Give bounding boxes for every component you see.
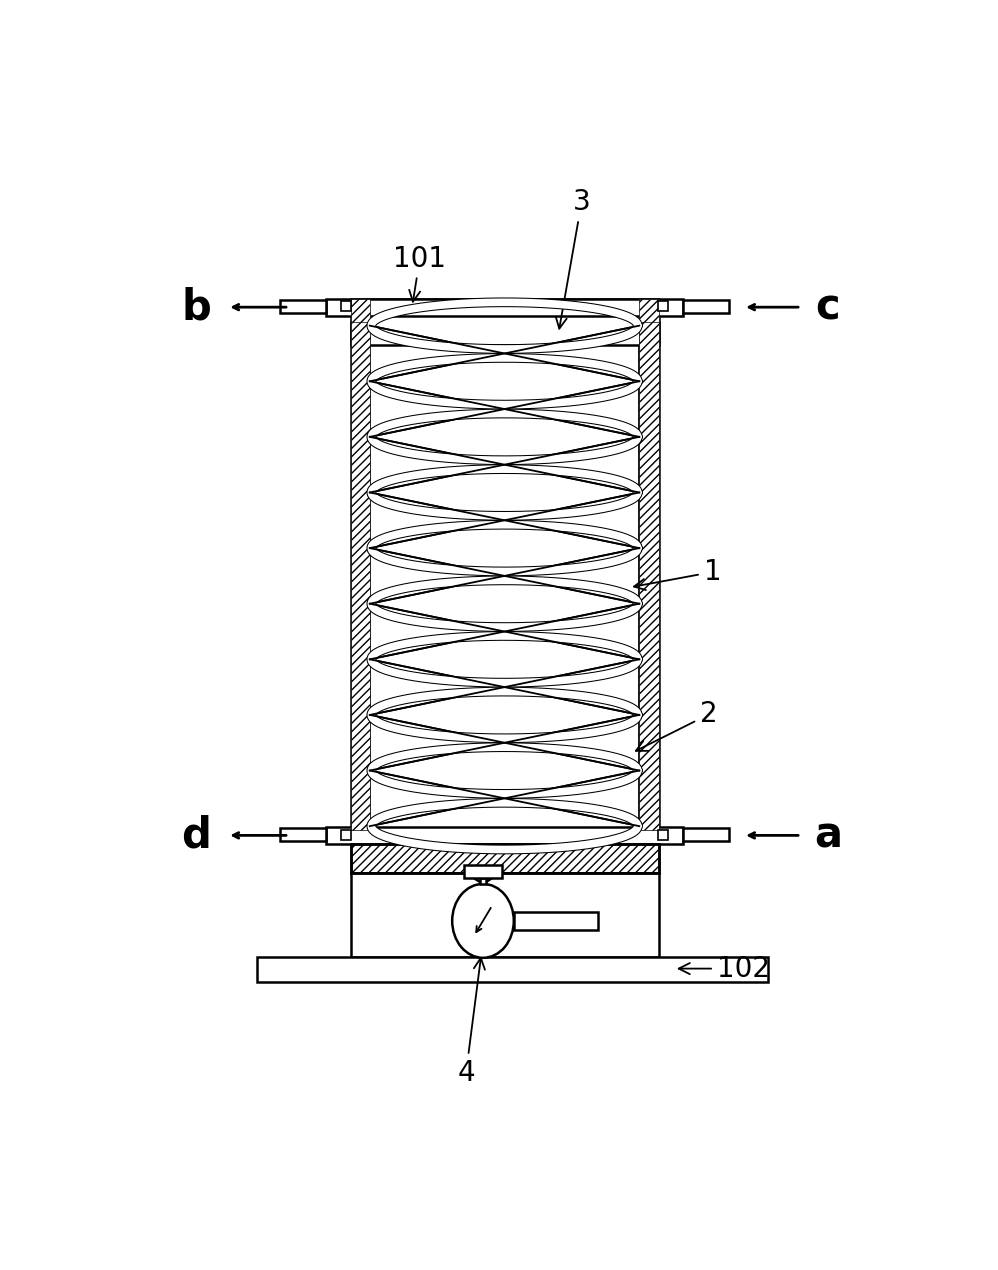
Bar <box>684 300 730 312</box>
Bar <box>640 298 659 345</box>
Bar <box>279 300 326 312</box>
Bar <box>350 321 370 831</box>
Bar <box>350 298 659 345</box>
Text: 4: 4 <box>457 958 485 1087</box>
Text: 1: 1 <box>634 558 722 591</box>
Text: a: a <box>814 814 842 856</box>
Bar <box>658 301 668 311</box>
Bar <box>640 321 659 831</box>
Text: b: b <box>182 286 212 328</box>
Bar <box>350 872 659 958</box>
Text: d: d <box>182 814 212 856</box>
Bar <box>350 843 659 872</box>
Text: 101: 101 <box>393 245 446 302</box>
Bar <box>341 831 351 839</box>
Bar <box>464 865 502 878</box>
Bar <box>684 828 730 841</box>
Bar <box>658 831 668 839</box>
Text: 2: 2 <box>636 701 718 751</box>
Ellipse shape <box>452 884 514 958</box>
Bar <box>350 843 659 872</box>
Bar <box>326 298 684 316</box>
Bar <box>480 878 486 884</box>
Bar <box>326 827 684 843</box>
Bar <box>256 958 767 982</box>
Bar <box>279 828 326 841</box>
Text: c: c <box>815 286 840 328</box>
Text: 3: 3 <box>556 188 591 329</box>
Bar <box>350 298 370 345</box>
Bar <box>514 912 599 930</box>
Text: 102: 102 <box>679 955 769 983</box>
Bar <box>341 301 351 311</box>
